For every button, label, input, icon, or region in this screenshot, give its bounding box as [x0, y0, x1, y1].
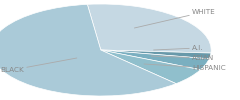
Text: A.I.: A.I.	[154, 45, 204, 51]
Wedge shape	[87, 4, 211, 53]
Text: HISPANIC: HISPANIC	[144, 64, 226, 71]
Wedge shape	[101, 50, 211, 59]
Text: WHITE: WHITE	[134, 9, 216, 28]
Wedge shape	[101, 50, 209, 70]
Wedge shape	[0, 4, 176, 96]
Text: BLACK: BLACK	[0, 58, 77, 73]
Text: ASIAN: ASIAN	[151, 55, 214, 61]
Wedge shape	[101, 50, 201, 84]
